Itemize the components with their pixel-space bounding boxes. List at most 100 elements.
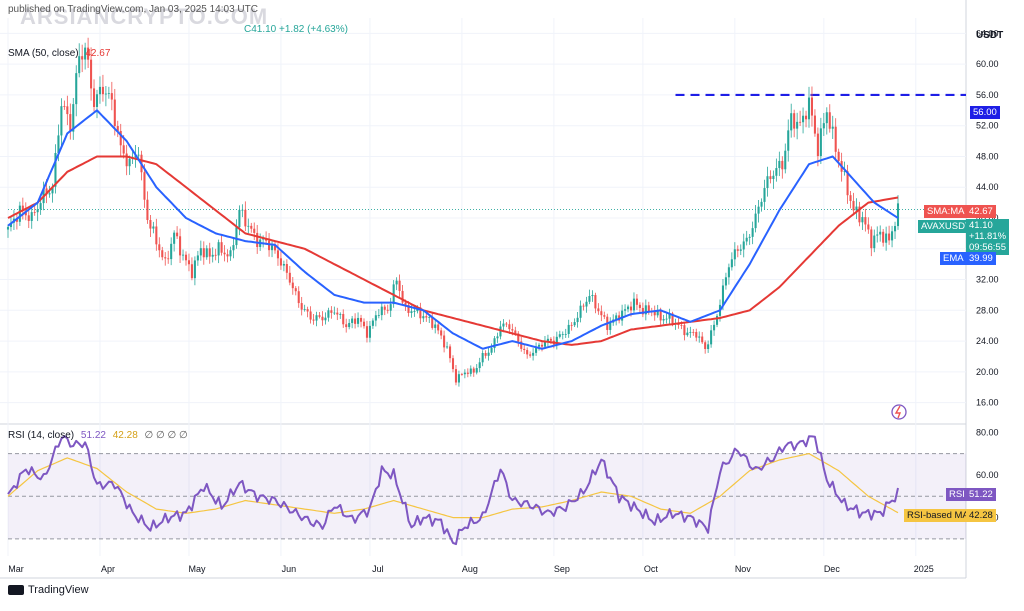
candle-body — [217, 242, 220, 256]
time-tick-label: Aug — [462, 564, 478, 574]
candle-body — [822, 123, 825, 129]
candle-body — [235, 227, 238, 246]
candle-body — [374, 315, 377, 321]
candle-body — [632, 298, 636, 311]
rsi-ma-line — [7, 453, 899, 519]
candle-body — [457, 374, 460, 383]
candle-body — [425, 316, 428, 318]
candle-body — [273, 245, 277, 251]
candle-body — [535, 346, 538, 353]
candle-body — [66, 106, 69, 115]
price-tick-label: 44.00 — [976, 182, 999, 192]
ema-tag-value: 39.99 — [966, 252, 996, 265]
candle-body — [270, 245, 274, 251]
candle-body — [813, 115, 816, 134]
candle-body — [760, 201, 763, 207]
rsi-tick-label: 60.00 — [976, 470, 999, 480]
candle-body — [276, 250, 280, 259]
candle-body — [389, 304, 392, 311]
price-tick-label: 56.00 — [976, 90, 999, 100]
sma-legend: SMA (50, close) 42.67 — [8, 48, 110, 59]
candle-body — [443, 335, 446, 348]
candle-body — [549, 338, 552, 341]
time-tick-label: Dec — [824, 564, 841, 574]
candle-body — [855, 206, 858, 211]
candle-body — [787, 130, 790, 151]
candle-body — [867, 224, 870, 230]
candle-body — [69, 114, 72, 132]
candle-body — [828, 112, 831, 129]
candle-body — [398, 280, 401, 291]
watermark-text: ARSIANCRYPTO.COM — [20, 4, 269, 29]
candle-body — [695, 331, 698, 338]
candle-body — [196, 255, 199, 261]
candle-body — [226, 254, 229, 257]
candle-body — [644, 305, 647, 315]
candle-body — [775, 168, 778, 176]
sma-tag-label: SMA:MA — [924, 205, 968, 218]
rsi-line — [7, 435, 899, 546]
candle-body — [256, 232, 259, 248]
candle-body — [422, 316, 425, 319]
candle-body — [170, 243, 173, 260]
candle-body — [63, 106, 66, 107]
candle-body — [351, 318, 354, 323]
candle-body — [579, 305, 582, 318]
candle-body — [303, 309, 306, 310]
ohlc-change: C41.10 +1.82 (+4.63%) — [244, 24, 348, 35]
candle-body — [419, 307, 422, 319]
candle-body — [6, 227, 10, 230]
rsi-tag-value: 51.22 — [966, 488, 996, 501]
candle-body — [39, 203, 42, 210]
price-tick-label: 64.00 — [976, 28, 999, 38]
candle-body — [229, 250, 232, 257]
candle-body — [573, 322, 576, 326]
candle-body — [45, 188, 48, 195]
candle-body — [582, 305, 585, 307]
price-tick-label: 48.00 — [976, 151, 999, 161]
candle-body — [244, 209, 247, 227]
candle-body — [158, 244, 161, 251]
candle-body — [116, 126, 119, 131]
candle-body — [125, 153, 128, 167]
candle-body — [558, 334, 561, 337]
candle-body — [870, 229, 873, 249]
time-tick-label: Oct — [644, 564, 659, 574]
candle-body — [609, 322, 612, 330]
rsi-ma-tag-value: 42.28 — [966, 509, 996, 522]
candle-body — [211, 254, 214, 257]
candle-body — [692, 331, 695, 333]
candle-body — [511, 329, 514, 331]
candle-body — [21, 205, 24, 211]
candle-body — [413, 311, 416, 312]
candle-body — [223, 252, 226, 255]
candle-body — [9, 222, 13, 228]
candle-body — [742, 241, 745, 250]
candle-body — [698, 336, 701, 338]
candle-body — [167, 258, 170, 260]
candle-body — [885, 233, 888, 243]
candle-body — [816, 133, 819, 157]
candle-body — [285, 264, 288, 273]
candle-body — [345, 324, 348, 328]
candle-body — [428, 317, 431, 318]
candle-body — [591, 295, 594, 297]
candle-body — [368, 325, 371, 338]
price-tick-label: 16.00 — [976, 398, 999, 408]
candle-body — [825, 112, 828, 124]
rsi-ma-tag-label: RSI-based MA — [904, 509, 972, 522]
candle-body — [152, 226, 155, 229]
candle-body — [48, 193, 51, 195]
candle-body — [804, 115, 808, 120]
candle-body — [665, 318, 668, 320]
candle-body — [18, 205, 21, 222]
tradingview-logo: TradingView — [8, 584, 89, 596]
candle-body — [33, 212, 36, 213]
candle-body — [164, 257, 167, 259]
candle-body — [75, 73, 78, 105]
candle-body — [27, 215, 30, 221]
candle-body — [279, 258, 282, 266]
time-tick-label: Apr — [101, 564, 115, 574]
candle-body — [380, 306, 383, 316]
candle-body — [190, 264, 193, 279]
